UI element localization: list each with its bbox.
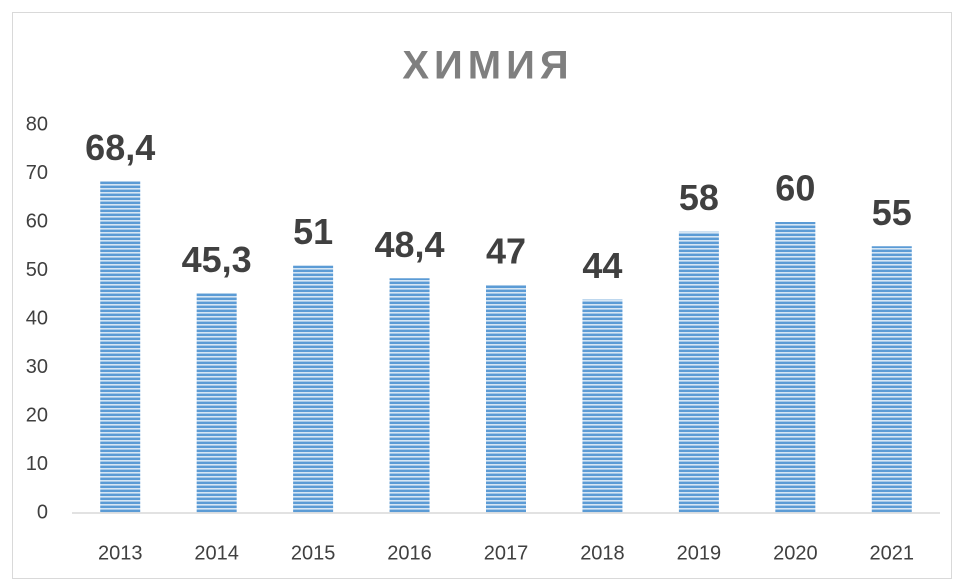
bar [775, 222, 816, 513]
x-tick-label: 2013 [98, 542, 143, 564]
y-tick-label: 80 [26, 113, 48, 135]
bar [196, 293, 237, 513]
y-tick-label: 70 [26, 162, 48, 184]
value-label: 60 [775, 168, 815, 209]
bar [678, 231, 719, 513]
x-tick-label: 2017 [484, 542, 529, 564]
value-label: 55 [872, 192, 912, 233]
y-tick-label: 20 [26, 404, 48, 426]
value-label: 68,4 [85, 127, 155, 168]
y-tick-label: 10 [26, 453, 48, 475]
value-label: 48,4 [375, 224, 445, 265]
bar [582, 299, 623, 513]
x-tick-label: 2019 [677, 542, 722, 564]
y-tick-label: 40 [26, 307, 48, 329]
x-tick-label: 2014 [194, 542, 239, 564]
y-tick-label: 30 [26, 356, 48, 378]
bar [486, 285, 526, 513]
chart-border [12, 12, 952, 579]
bar [871, 246, 912, 513]
bar [293, 265, 334, 513]
y-tick-label: 0 [37, 501, 48, 523]
x-tick-label: 2015 [291, 542, 336, 564]
bar [389, 278, 430, 513]
value-label: 58 [679, 177, 719, 218]
x-tick-label: 2020 [773, 542, 818, 564]
value-label: 44 [582, 245, 622, 286]
value-label: 45,3 [182, 239, 252, 280]
x-tick-label: 2016 [387, 542, 432, 564]
y-tick-label: 60 [26, 210, 48, 232]
value-label: 47 [486, 231, 526, 272]
y-tick-label: 50 [26, 259, 48, 281]
x-tick-label: 2018 [580, 542, 625, 564]
chart-title: ХИМИЯ [402, 44, 573, 88]
x-tick-label: 2021 [870, 542, 915, 564]
value-label: 51 [293, 211, 333, 252]
bar [100, 181, 141, 513]
